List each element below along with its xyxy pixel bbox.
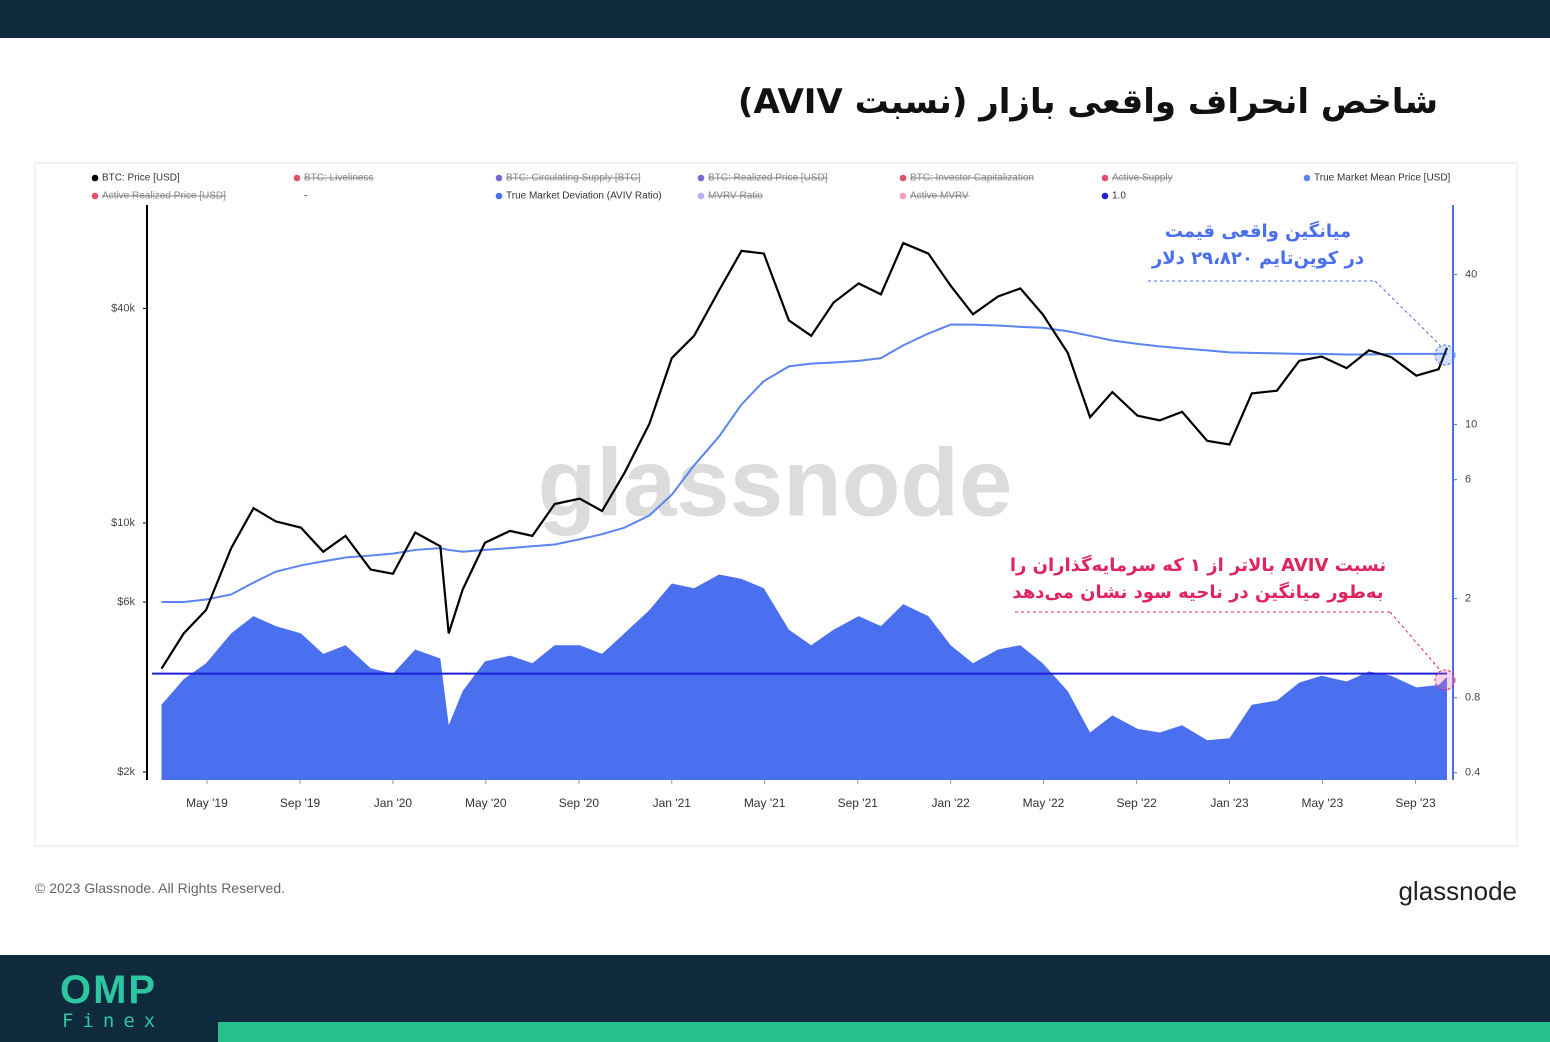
legend-label: True Market Deviation (AVIV Ratio) — [506, 191, 662, 202]
x-tick-label: Sep '23 — [1395, 796, 1436, 810]
page-title: شاخص انحراف واقعی بازار (نسبت AVIV) — [737, 82, 1438, 122]
legend-dot — [293, 174, 301, 182]
brand-name: OMP — [60, 968, 158, 1012]
legend-label: MVRV Ratio — [708, 191, 763, 202]
x-tick-label: Jan '20 — [374, 796, 413, 810]
y-tick-label: $2k — [117, 766, 135, 778]
highlight — [1434, 344, 1456, 366]
y-tick-label: $40k — [111, 302, 135, 314]
legend-dot — [1303, 174, 1311, 182]
y-tick-label: $6k — [117, 596, 135, 608]
legend-label: Active Supply — [1112, 173, 1173, 184]
legend-label: BTC: Circulating Supply [BTC] — [506, 173, 641, 184]
legend-dot — [899, 174, 907, 182]
annotation: میانگین واقعی قیمت — [1165, 220, 1351, 242]
legend-dot — [899, 192, 907, 200]
x-tick-label: Jan '22 — [931, 796, 970, 810]
leader — [1389, 611, 1441, 671]
leader — [1374, 280, 1441, 346]
y2-tick-label: 2 — [1465, 592, 1471, 604]
y2-tick-label: 0.4 — [1465, 767, 1480, 779]
brand-sub: Finex — [62, 1010, 165, 1032]
footer-logo: glassnode — [1398, 876, 1517, 906]
legend-dot — [1101, 174, 1109, 182]
legend-dot — [1101, 192, 1109, 200]
annotation: به‌طور میانگین در ناحیه سود نشان می‌دهد — [1012, 581, 1383, 603]
x-tick-label: May '22 — [1023, 796, 1065, 810]
legend-label: - — [304, 191, 307, 202]
legend-label: True Market Mean Price [USD] — [1314, 173, 1451, 184]
y2-tick-label: 0.8 — [1465, 692, 1480, 704]
legend-dot — [697, 174, 705, 182]
series-line — [161, 323, 1448, 604]
x-tick-label: Sep '22 — [1116, 796, 1157, 810]
chart-frame — [34, 162, 1518, 847]
x-tick-label: May '21 — [744, 796, 786, 810]
copyright: © 2023 Glassnode. All Rights Reserved. — [35, 880, 286, 896]
y2-tick-label: 10 — [1465, 418, 1477, 430]
x-tick-label: May '23 — [1302, 796, 1344, 810]
legend-dot — [697, 192, 705, 200]
annotation: نسبت AVIV بالاتر از ۱ که سرمایه‌گذاران ر… — [1010, 554, 1386, 576]
legend-label: 1.0 — [1112, 191, 1126, 202]
legend-dot — [495, 192, 503, 200]
x-tick-label: Sep '20 — [559, 796, 600, 810]
series-line — [160, 241, 1449, 670]
legend-label: Active MVRV — [910, 191, 969, 202]
legend-dot — [91, 192, 99, 200]
top-bar — [0, 0, 1550, 38]
x-tick-label: May '20 — [465, 796, 507, 810]
watermark: glassnode — [538, 429, 1013, 536]
legend-label: BTC: Price [USD] — [102, 173, 180, 184]
legend-label: BTC: Realized Price [USD] — [708, 173, 828, 184]
x-tick-label: Jan '21 — [653, 796, 692, 810]
highlight — [1434, 669, 1456, 691]
x-tick-label: May '19 — [186, 796, 228, 810]
legend-dot — [91, 174, 99, 182]
aviv-area — [161, 574, 1447, 780]
annotation: در کوین‌تایم ۲۹،۸۲۰ دلار — [1151, 248, 1364, 269]
legend-dot — [495, 174, 503, 182]
legend-label: BTC: Liveliness — [304, 173, 373, 184]
legend-label: Active Realized Price [USD] — [102, 191, 226, 202]
x-tick-label: Jan '23 — [1210, 796, 1249, 810]
legend-label: BTC: Investor Capitalization — [910, 173, 1034, 184]
y2-tick-label: 40 — [1465, 268, 1477, 280]
y-tick-label: $10k — [111, 517, 135, 529]
x-tick-label: Sep '21 — [838, 796, 879, 810]
green-bar — [218, 1022, 1550, 1042]
y2-tick-label: 6 — [1465, 474, 1471, 486]
x-tick-label: Sep '19 — [280, 796, 321, 810]
